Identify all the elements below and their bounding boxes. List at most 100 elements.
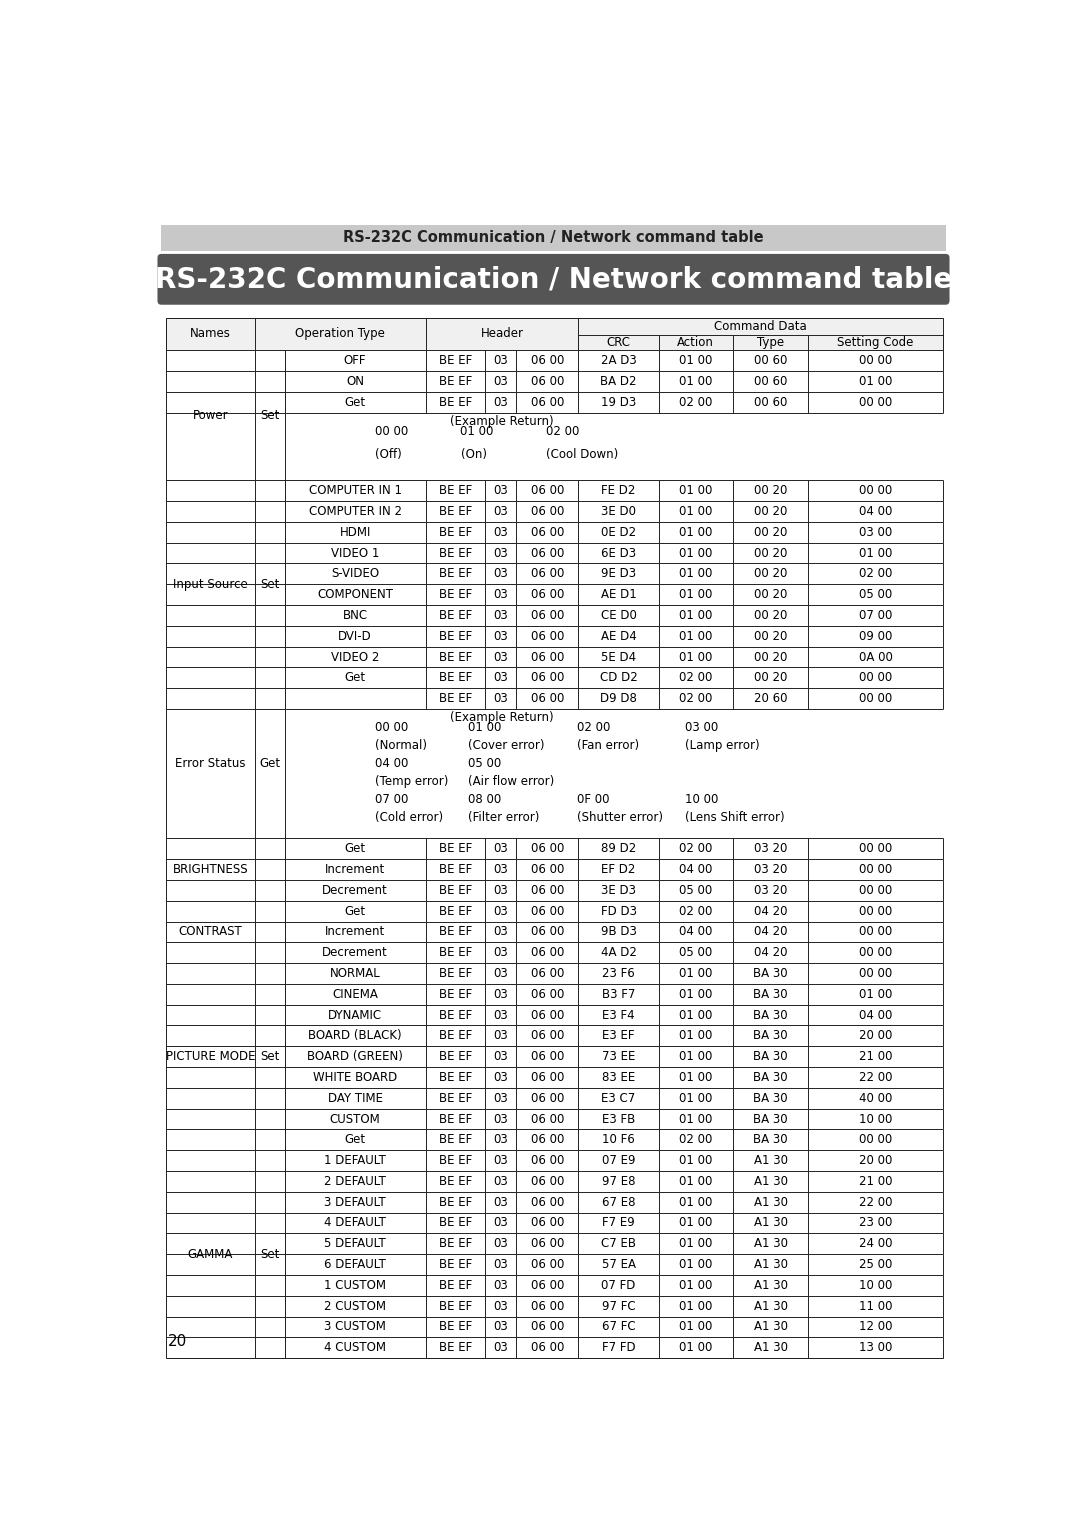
Text: 03: 03 xyxy=(494,588,509,601)
Text: Decrement: Decrement xyxy=(322,884,388,896)
Text: Operation Type: Operation Type xyxy=(296,328,386,340)
Text: 03: 03 xyxy=(494,925,509,939)
Text: 00 00: 00 00 xyxy=(859,904,892,918)
Text: BOARD (GREEN): BOARD (GREEN) xyxy=(307,1049,403,1063)
Text: 03: 03 xyxy=(494,651,509,663)
Text: 00 20: 00 20 xyxy=(754,525,787,539)
Text: 03: 03 xyxy=(494,1195,509,1209)
Text: BE EF: BE EF xyxy=(438,843,472,855)
Text: BE EF: BE EF xyxy=(438,967,472,980)
Text: 21 00: 21 00 xyxy=(859,1049,892,1063)
Text: (Off): (Off) xyxy=(375,447,402,461)
Text: BE EF: BE EF xyxy=(438,608,472,622)
Text: 97 E8: 97 E8 xyxy=(602,1175,635,1187)
Text: Get: Get xyxy=(259,757,281,769)
Text: (Cold error): (Cold error) xyxy=(375,810,444,824)
Text: 03: 03 xyxy=(494,1321,509,1333)
Text: 06 00: 06 00 xyxy=(530,547,564,559)
Text: 04 00: 04 00 xyxy=(859,506,892,518)
Text: 02 00: 02 00 xyxy=(679,395,713,409)
Text: 2A D3: 2A D3 xyxy=(600,354,636,368)
Text: AE D1: AE D1 xyxy=(600,588,636,601)
Text: 06 00: 06 00 xyxy=(530,375,564,388)
Text: 06 00: 06 00 xyxy=(530,1258,564,1272)
Text: 03: 03 xyxy=(494,1279,509,1291)
Text: BE EF: BE EF xyxy=(438,1175,472,1187)
Text: 06 00: 06 00 xyxy=(530,1008,564,1022)
Text: 01 00: 01 00 xyxy=(679,967,713,980)
Text: 00 00: 00 00 xyxy=(859,925,892,939)
Text: BE EF: BE EF xyxy=(438,1008,472,1022)
Text: BE EF: BE EF xyxy=(438,1112,472,1126)
Text: 07 00: 07 00 xyxy=(859,608,892,622)
Text: BE EF: BE EF xyxy=(438,525,472,539)
Text: 01 00: 01 00 xyxy=(679,375,713,388)
Text: 40 00: 40 00 xyxy=(859,1092,892,1105)
Text: Decrement: Decrement xyxy=(322,947,388,959)
Text: BA 30: BA 30 xyxy=(753,1092,787,1105)
Text: 02 00: 02 00 xyxy=(679,1134,713,1146)
Text: 01 00: 01 00 xyxy=(469,722,501,734)
Text: 67 FC: 67 FC xyxy=(602,1321,635,1333)
Text: CRC: CRC xyxy=(607,336,631,349)
Text: A1 30: A1 30 xyxy=(754,1175,787,1187)
Text: DVI-D: DVI-D xyxy=(338,630,372,643)
Text: (Air flow error): (Air flow error) xyxy=(469,775,554,787)
Text: 00 00: 00 00 xyxy=(859,395,892,409)
Text: 06 00: 06 00 xyxy=(530,904,564,918)
Text: 06 00: 06 00 xyxy=(530,1092,564,1105)
Text: 01 00: 01 00 xyxy=(679,1238,713,1250)
Text: DAY TIME: DAY TIME xyxy=(327,1092,382,1105)
Text: BE EF: BE EF xyxy=(438,1321,472,1333)
Text: 6 DEFAULT: 6 DEFAULT xyxy=(324,1258,386,1272)
Text: BA 30: BA 30 xyxy=(753,1008,787,1022)
Text: 03: 03 xyxy=(494,692,509,705)
Text: BA 30: BA 30 xyxy=(753,988,787,1000)
Text: Get: Get xyxy=(345,671,366,685)
Text: 01 00: 01 00 xyxy=(679,630,713,643)
Text: 00 20: 00 20 xyxy=(754,506,787,518)
Text: Setting Code: Setting Code xyxy=(837,336,914,349)
Text: 03: 03 xyxy=(494,547,509,559)
Text: 06 00: 06 00 xyxy=(530,567,564,581)
Text: Get: Get xyxy=(345,1134,366,1146)
Text: Set: Set xyxy=(260,1049,280,1063)
Text: BE EF: BE EF xyxy=(438,1238,472,1250)
Text: BE EF: BE EF xyxy=(438,567,472,581)
Text: EF D2: EF D2 xyxy=(602,863,636,876)
Text: 03: 03 xyxy=(494,567,509,581)
Text: 19 D3: 19 D3 xyxy=(600,395,636,409)
Text: BE EF: BE EF xyxy=(438,671,472,685)
Text: 01 00: 01 00 xyxy=(679,1008,713,1022)
Text: F7 E9: F7 E9 xyxy=(603,1216,635,1230)
Text: 02 00: 02 00 xyxy=(545,424,579,438)
Text: 21 00: 21 00 xyxy=(859,1175,892,1187)
Text: BOARD (BLACK): BOARD (BLACK) xyxy=(308,1030,402,1042)
Text: 06 00: 06 00 xyxy=(530,1238,564,1250)
Text: 06 00: 06 00 xyxy=(530,525,564,539)
Text: F7 FD: F7 FD xyxy=(602,1340,635,1354)
Text: 5E D4: 5E D4 xyxy=(602,651,636,663)
Text: 4A D2: 4A D2 xyxy=(600,947,636,959)
Text: 01 00: 01 00 xyxy=(679,1321,713,1333)
Text: 03: 03 xyxy=(494,1216,509,1230)
Text: 00 00: 00 00 xyxy=(859,484,892,498)
Text: 06 00: 06 00 xyxy=(530,843,564,855)
Text: Get: Get xyxy=(345,904,366,918)
Text: 13 00: 13 00 xyxy=(859,1340,892,1354)
Text: BA 30: BA 30 xyxy=(753,1030,787,1042)
Text: 0E D2: 0E D2 xyxy=(602,525,636,539)
Text: VIDEO 1: VIDEO 1 xyxy=(330,547,379,559)
Text: 06 00: 06 00 xyxy=(530,1321,564,1333)
Text: BE EF: BE EF xyxy=(438,863,472,876)
Text: 03: 03 xyxy=(494,608,509,622)
Text: 09 00: 09 00 xyxy=(859,630,892,643)
Text: C7 EB: C7 EB xyxy=(602,1238,636,1250)
Text: 04 20: 04 20 xyxy=(754,904,787,918)
Text: 06 00: 06 00 xyxy=(530,863,564,876)
Text: A1 30: A1 30 xyxy=(754,1321,787,1333)
Text: 03: 03 xyxy=(494,904,509,918)
Text: AE D4: AE D4 xyxy=(600,630,636,643)
Text: 22 00: 22 00 xyxy=(859,1195,892,1209)
Text: CUSTOM: CUSTOM xyxy=(329,1112,380,1126)
